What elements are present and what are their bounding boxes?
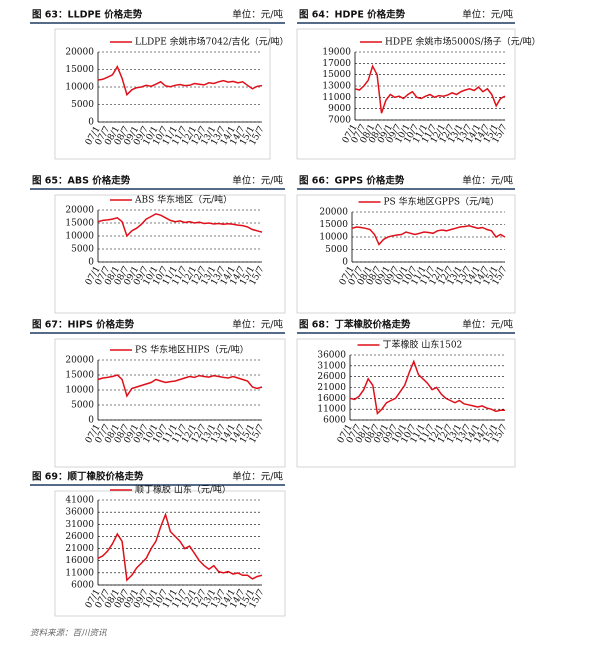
- legend-label: ABS 华东地区（元/吨）: [134, 194, 232, 206]
- legend-label: LLDPE 余姚市场7042/吉化（元/吨）: [135, 36, 289, 48]
- unit-label: 单位：元/吨: [462, 319, 513, 331]
- y-tick-label: 10000: [65, 232, 94, 242]
- y-tick-label: 11000: [322, 93, 351, 103]
- legend-label: HDPE 余姚市场5000S/扬子（元/吨）: [385, 36, 541, 48]
- y-tick-label: 16000: [317, 394, 346, 404]
- y-tick-label: 20000: [65, 206, 94, 216]
- figure-caption: 图 65：ABS 价格走势: [32, 175, 131, 187]
- y-tick-label: 6000: [71, 581, 94, 591]
- y-tick-label: 9000: [328, 104, 351, 114]
- chart-frame: [296, 28, 516, 160]
- price-line: [354, 64, 506, 114]
- y-tick-label: 20000: [319, 208, 348, 218]
- chart-frame: [54, 28, 271, 160]
- y-tick-label: 7000: [328, 116, 351, 126]
- y-tick-label: 20000: [65, 48, 94, 58]
- y-tick-label: 5000: [71, 401, 94, 411]
- figure-caption: 图 69：顺丁橡胶价格走势: [32, 471, 144, 483]
- y-tick-label: 15000: [65, 371, 94, 381]
- y-tick-label: 0: [88, 258, 94, 268]
- y-tick-label: 5000: [325, 245, 348, 255]
- chart-frame: [54, 194, 286, 314]
- y-tick-label: 31000: [317, 361, 346, 371]
- y-tick-label: 16000: [65, 556, 94, 566]
- chart-frame: [54, 490, 286, 617]
- y-tick-label: 11000: [317, 405, 346, 415]
- chart-frame: [296, 194, 516, 314]
- y-tick-label: 0: [342, 258, 348, 268]
- figure-caption: 图 68：丁苯橡胶价格走势: [299, 319, 411, 331]
- legend-label: 丁苯橡胶 山东1502: [383, 339, 463, 351]
- unit-label: 单位：元/吨: [232, 175, 283, 187]
- y-tick-label: 6000: [323, 416, 346, 426]
- y-tick-label: 0: [88, 416, 94, 426]
- y-tick-label: 19000: [322, 48, 351, 58]
- figure-caption: 图 63：LLDPE 价格走势: [32, 9, 143, 21]
- legend-label: PS 华东地区HIPS（元/吨）: [135, 344, 249, 356]
- y-tick-label: 36000: [317, 351, 346, 361]
- figure-caption: 图 64：HDPE 价格走势: [299, 9, 406, 21]
- unit-label: 单位：元/吨: [232, 9, 283, 21]
- y-tick-label: 26000: [317, 372, 346, 382]
- y-tick-label: 31000: [65, 520, 94, 530]
- figure-caption: 图 67：HIPS 价格走势: [32, 319, 135, 331]
- y-tick-label: 10000: [65, 386, 94, 396]
- legend-label: 顺丁橡胶 山东（元/吨）: [135, 484, 231, 496]
- chart-frame: [296, 338, 516, 468]
- y-tick-label: 0: [88, 118, 94, 128]
- y-tick-label: 17000: [322, 59, 351, 69]
- price-line: [97, 512, 263, 582]
- y-tick-label: 21000: [317, 383, 346, 393]
- y-tick-label: 36000: [65, 508, 94, 518]
- unit-label: 单位：元/吨: [232, 319, 283, 331]
- price-line: [97, 213, 263, 238]
- y-tick-label: 15000: [65, 219, 94, 229]
- y-tick-label: 11000: [65, 568, 94, 578]
- price-line: [351, 225, 506, 246]
- y-tick-label: 10000: [319, 233, 348, 243]
- y-tick-label: 20000: [65, 356, 94, 366]
- price-line: [97, 374, 263, 398]
- y-tick-label: 15000: [322, 70, 351, 80]
- price-line: [349, 359, 505, 416]
- y-tick-label: 5000: [71, 245, 94, 255]
- source-note: 资料来源：百川资讯: [30, 628, 107, 639]
- y-tick-label: 13000: [322, 82, 351, 92]
- y-tick-label: 10000: [65, 83, 94, 93]
- legend-label: PS 华东地区GPPS（元/吨）: [384, 196, 500, 208]
- y-tick-label: 15000: [319, 220, 348, 230]
- unit-label: 单位：元/吨: [462, 175, 513, 187]
- y-tick-label: 15000: [65, 65, 94, 75]
- y-tick-label: 21000: [65, 544, 94, 554]
- figure-caption: 图 66：GPPS 价格走势: [299, 175, 405, 187]
- y-tick-label: 41000: [65, 496, 94, 506]
- unit-label: 单位：元/吨: [462, 9, 513, 21]
- y-tick-label: 26000: [65, 532, 94, 542]
- y-tick-label: 5000: [71, 100, 94, 110]
- chart-frame: [54, 338, 286, 468]
- unit-label: 单位：元/吨: [232, 471, 283, 483]
- price-line: [97, 65, 263, 97]
